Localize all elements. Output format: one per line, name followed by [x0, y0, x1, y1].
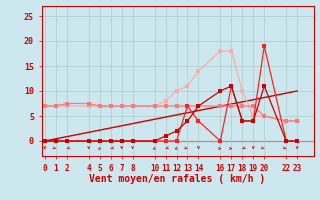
X-axis label: Vent moyen/en rafales ( km/h ): Vent moyen/en rafales ( km/h ) [90, 174, 266, 184]
